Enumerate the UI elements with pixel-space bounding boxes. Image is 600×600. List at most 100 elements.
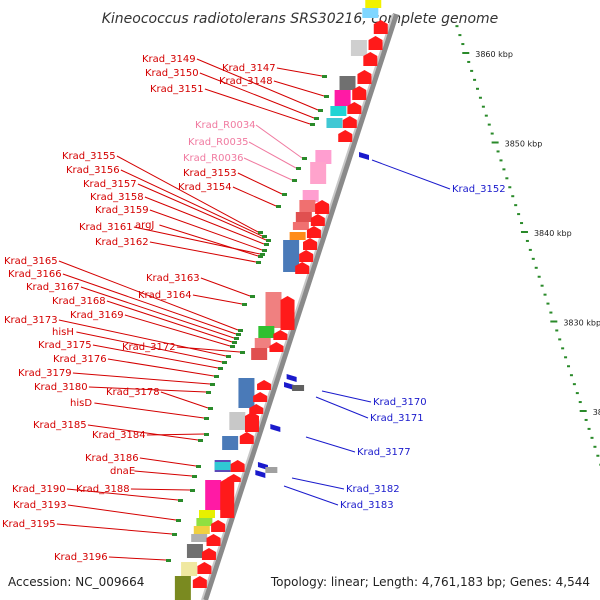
gene-label[interactable]: Krad_3161 — [79, 222, 133, 233]
reverse-gene-arrow — [284, 382, 295, 390]
minor-tick — [514, 204, 518, 207]
gene-label[interactable]: Krad_3150 — [145, 68, 199, 79]
gene-arrow — [347, 102, 362, 114]
minor-tick — [508, 186, 512, 189]
gene-arrow — [257, 380, 272, 390]
label-connector — [276, 67, 323, 77]
gene-position-marker — [292, 179, 297, 182]
gene-block — [310, 162, 327, 184]
gene-label[interactable]: Krad_3166 — [8, 269, 62, 280]
gene-arrow — [310, 214, 325, 226]
gene-label[interactable]: Krad_3170 — [373, 397, 427, 408]
gene-position-marker — [238, 329, 243, 332]
label-connector — [134, 470, 193, 477]
gene-label[interactable]: Krad_3151 — [150, 84, 204, 95]
minor-tick — [455, 25, 459, 28]
minor-tick — [458, 34, 462, 37]
gene-label[interactable]: Krad_3172 — [122, 342, 176, 353]
gene-label[interactable]: Krad_3149 — [142, 54, 196, 65]
gene-position-marker — [302, 157, 307, 160]
major-tick — [550, 320, 558, 323]
gene-label[interactable]: Krad_3185 — [33, 420, 87, 431]
gene-arrow — [363, 52, 378, 66]
gene-block — [302, 190, 319, 202]
gene-label[interactable]: hisD — [70, 398, 92, 409]
gene-position-marker — [190, 489, 195, 492]
gene-label[interactable]: Krad_3176 — [53, 354, 107, 365]
gene-label[interactable]: Krad_3156 — [66, 165, 120, 176]
gene-position-marker — [322, 75, 327, 78]
gene-label[interactable]: Krad_3167 — [26, 282, 80, 293]
gene-label[interactable]: Krad_3171 — [370, 413, 424, 424]
gene-block — [265, 292, 282, 328]
gene-position-marker — [230, 345, 235, 348]
gene-label[interactable]: Krad_3179 — [18, 368, 72, 379]
minor-tick — [511, 195, 515, 198]
gene-label[interactable]: Krad_3193 — [13, 500, 67, 511]
gene-label[interactable]: Krad_3152 — [452, 184, 506, 195]
gene-arrow — [206, 534, 221, 546]
gene-label[interactable]: Krad_3158 — [90, 192, 144, 203]
minor-tick — [575, 392, 579, 395]
gene-position-marker — [242, 303, 247, 306]
gene-label[interactable]: Krad_3177 — [357, 447, 411, 458]
label-connector — [237, 172, 283, 195]
label-connector — [149, 209, 263, 251]
gene-block — [251, 348, 268, 360]
gene-label[interactable]: Krad_3180 — [34, 382, 88, 393]
gene-position-marker — [260, 253, 265, 256]
tick-label: 3840 kbp — [534, 229, 572, 238]
gene-position-marker — [264, 243, 269, 246]
gene-label[interactable]: Krad_3159 — [95, 205, 149, 216]
gene-label[interactable]: Krad_3148 — [219, 76, 273, 87]
gene-arrow — [357, 70, 372, 84]
gene-label[interactable]: Krad_3157 — [83, 179, 137, 190]
gene-label[interactable]: Krad_3184 — [92, 430, 146, 441]
gene-label[interactable]: Krad_3196 — [54, 552, 108, 563]
label-connector — [62, 273, 237, 335]
gene-block — [283, 240, 300, 272]
gene-block — [339, 76, 356, 90]
gene-label[interactable]: Krad_3153 — [183, 168, 237, 179]
left-gene-labels: Krad_3149 Krad_3147 Krad_3150 Krad_3148 Krad… — [2, 54, 329, 563]
gene-label[interactable]: argJ — [135, 220, 154, 231]
gene-label[interactable]: Krad_3190 — [12, 484, 66, 495]
gene-label[interactable]: Krad_3165 — [4, 256, 58, 267]
gene-label[interactable]: dnaE — [110, 466, 135, 477]
gene-position-marker — [172, 533, 177, 536]
gene-label[interactable]: Krad_3164 — [138, 290, 192, 301]
gene-position-marker — [226, 355, 231, 358]
gene-label[interactable]: Krad_R0034 — [195, 120, 256, 131]
gene-position-marker — [262, 235, 267, 238]
gene-label[interactable]: hisH — [52, 327, 74, 338]
gene-label[interactable]: Krad_3147 — [222, 63, 276, 74]
gene-label[interactable]: Krad_3195 — [2, 519, 56, 530]
gene-label[interactable]: Krad_3154 — [178, 182, 232, 193]
gene-label[interactable]: Krad_3168 — [52, 296, 106, 307]
label-connector — [108, 556, 167, 561]
label-connector — [133, 226, 261, 255]
gene-label[interactable]: Krad_R0035 — [188, 137, 249, 148]
gene-label[interactable]: Krad_3175 — [38, 340, 92, 351]
label-connector — [321, 390, 372, 403]
gene-label[interactable]: Krad_3162 — [95, 237, 149, 248]
gene-label[interactable]: Krad_3188 — [76, 484, 130, 495]
gene-label[interactable]: Krad_3182 — [346, 484, 400, 495]
gene-position-marker — [310, 123, 315, 126]
gene-arrow — [280, 296, 295, 330]
minor-tick — [587, 427, 591, 430]
gene-label[interactable]: Krad_3183 — [340, 500, 394, 511]
gene-position-marker — [208, 407, 213, 410]
gene-label[interactable]: Krad_3169 — [70, 310, 124, 321]
minor-tick — [499, 159, 503, 162]
gene-label[interactable]: Krad_R0036 — [183, 153, 244, 164]
gene-label[interactable]: Krad_3155 — [62, 151, 116, 162]
gene-label[interactable]: Krad_3163 — [146, 273, 200, 284]
minor-tick — [481, 105, 485, 108]
gene-label[interactable]: Krad_3186 — [85, 453, 139, 464]
gene-label[interactable]: Krad_3178 — [106, 387, 160, 398]
minor-tick — [476, 87, 480, 90]
gene-label[interactable]: Krad_3173 — [4, 315, 58, 326]
major-tick — [579, 410, 587, 412]
gene-arrow — [373, 20, 388, 34]
